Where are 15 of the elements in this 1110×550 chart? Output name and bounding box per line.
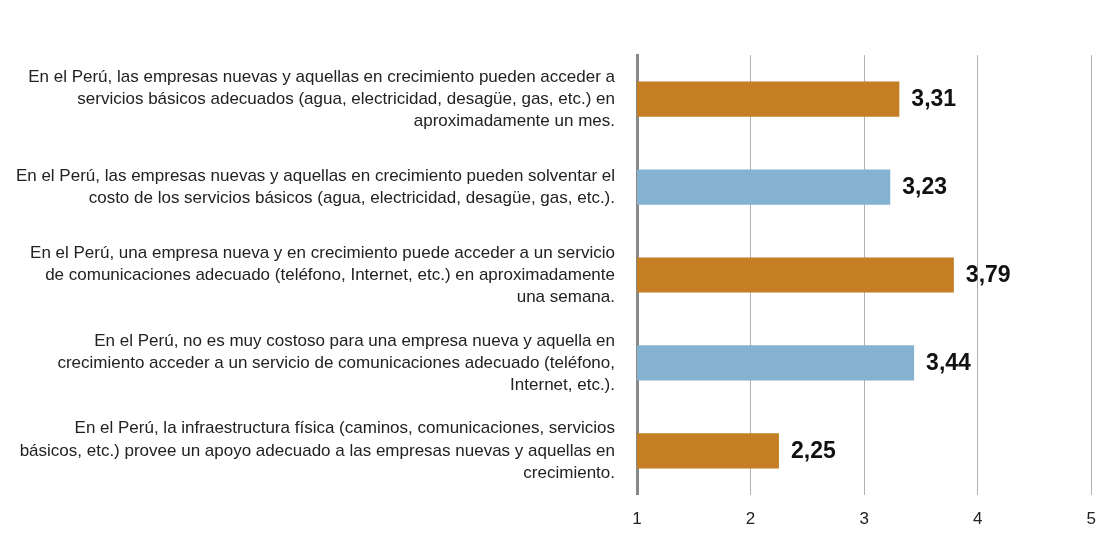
y-tick-label: En el Perú, una empresa nueva y en crecimiento puede acceder a un servicio de comunicaciones adecuado (teléfono, Internet, etc.) en aproximadamente una semana. xyxy=(30,242,615,306)
data-label: 3,44 xyxy=(926,349,972,376)
x-tick-label: 5 xyxy=(1086,508,1097,528)
x-tick-label: 3 xyxy=(859,508,869,528)
y-tick-label: En el Perú, las empresas nuevas y aquellas en crecimiento pueden solventar el costo de los servicios básicos (agua, electricidad, desagüe, gas, etc.). xyxy=(15,165,615,207)
data-label: 3,23 xyxy=(902,173,948,200)
x-tick-label: 2 xyxy=(745,508,756,528)
y-tick-label: En el Perú, no es muy costoso para una empresa nueva y aquella en crecimiento acceder a un servicio de comunicaciones adecuado (teléfono, Internet, etc.). xyxy=(57,330,615,394)
x-tick-label: 1 xyxy=(632,508,642,528)
y-tick-label: En el Perú, las empresas nuevas y aquellas en crecimiento pueden acceder a servicios básicos adecuados (agua, electricidad, desagüe, gas, etc.) en aproximadamente un mes. xyxy=(28,66,616,130)
data-label: 3,79 xyxy=(965,261,1011,288)
y-tick-label: En el Perú, la infraestructura física (caminos, comunicaciones, servicios básicos, etc.) provee un apoyo adecuado a las empresas nuevas y aquellas en crecimiento. xyxy=(19,418,615,482)
data-label: 2,25 xyxy=(790,437,836,464)
x-tick-label: 4 xyxy=(972,508,983,528)
data-label: 3,31 xyxy=(911,85,957,112)
